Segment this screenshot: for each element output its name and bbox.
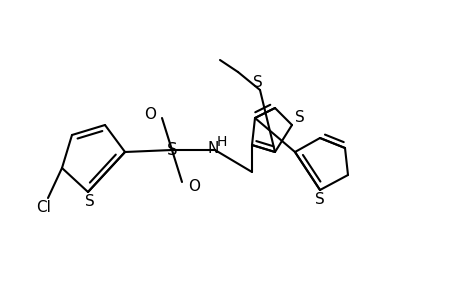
Text: O: O [144, 106, 156, 122]
Text: S: S [314, 193, 324, 208]
Text: S: S [295, 110, 304, 124]
Text: H: H [216, 135, 227, 149]
Text: S: S [252, 74, 262, 89]
Text: Cl: Cl [36, 200, 51, 215]
Text: N: N [207, 140, 218, 155]
Text: O: O [188, 178, 200, 194]
Text: S: S [167, 141, 177, 159]
Text: S: S [85, 194, 95, 209]
